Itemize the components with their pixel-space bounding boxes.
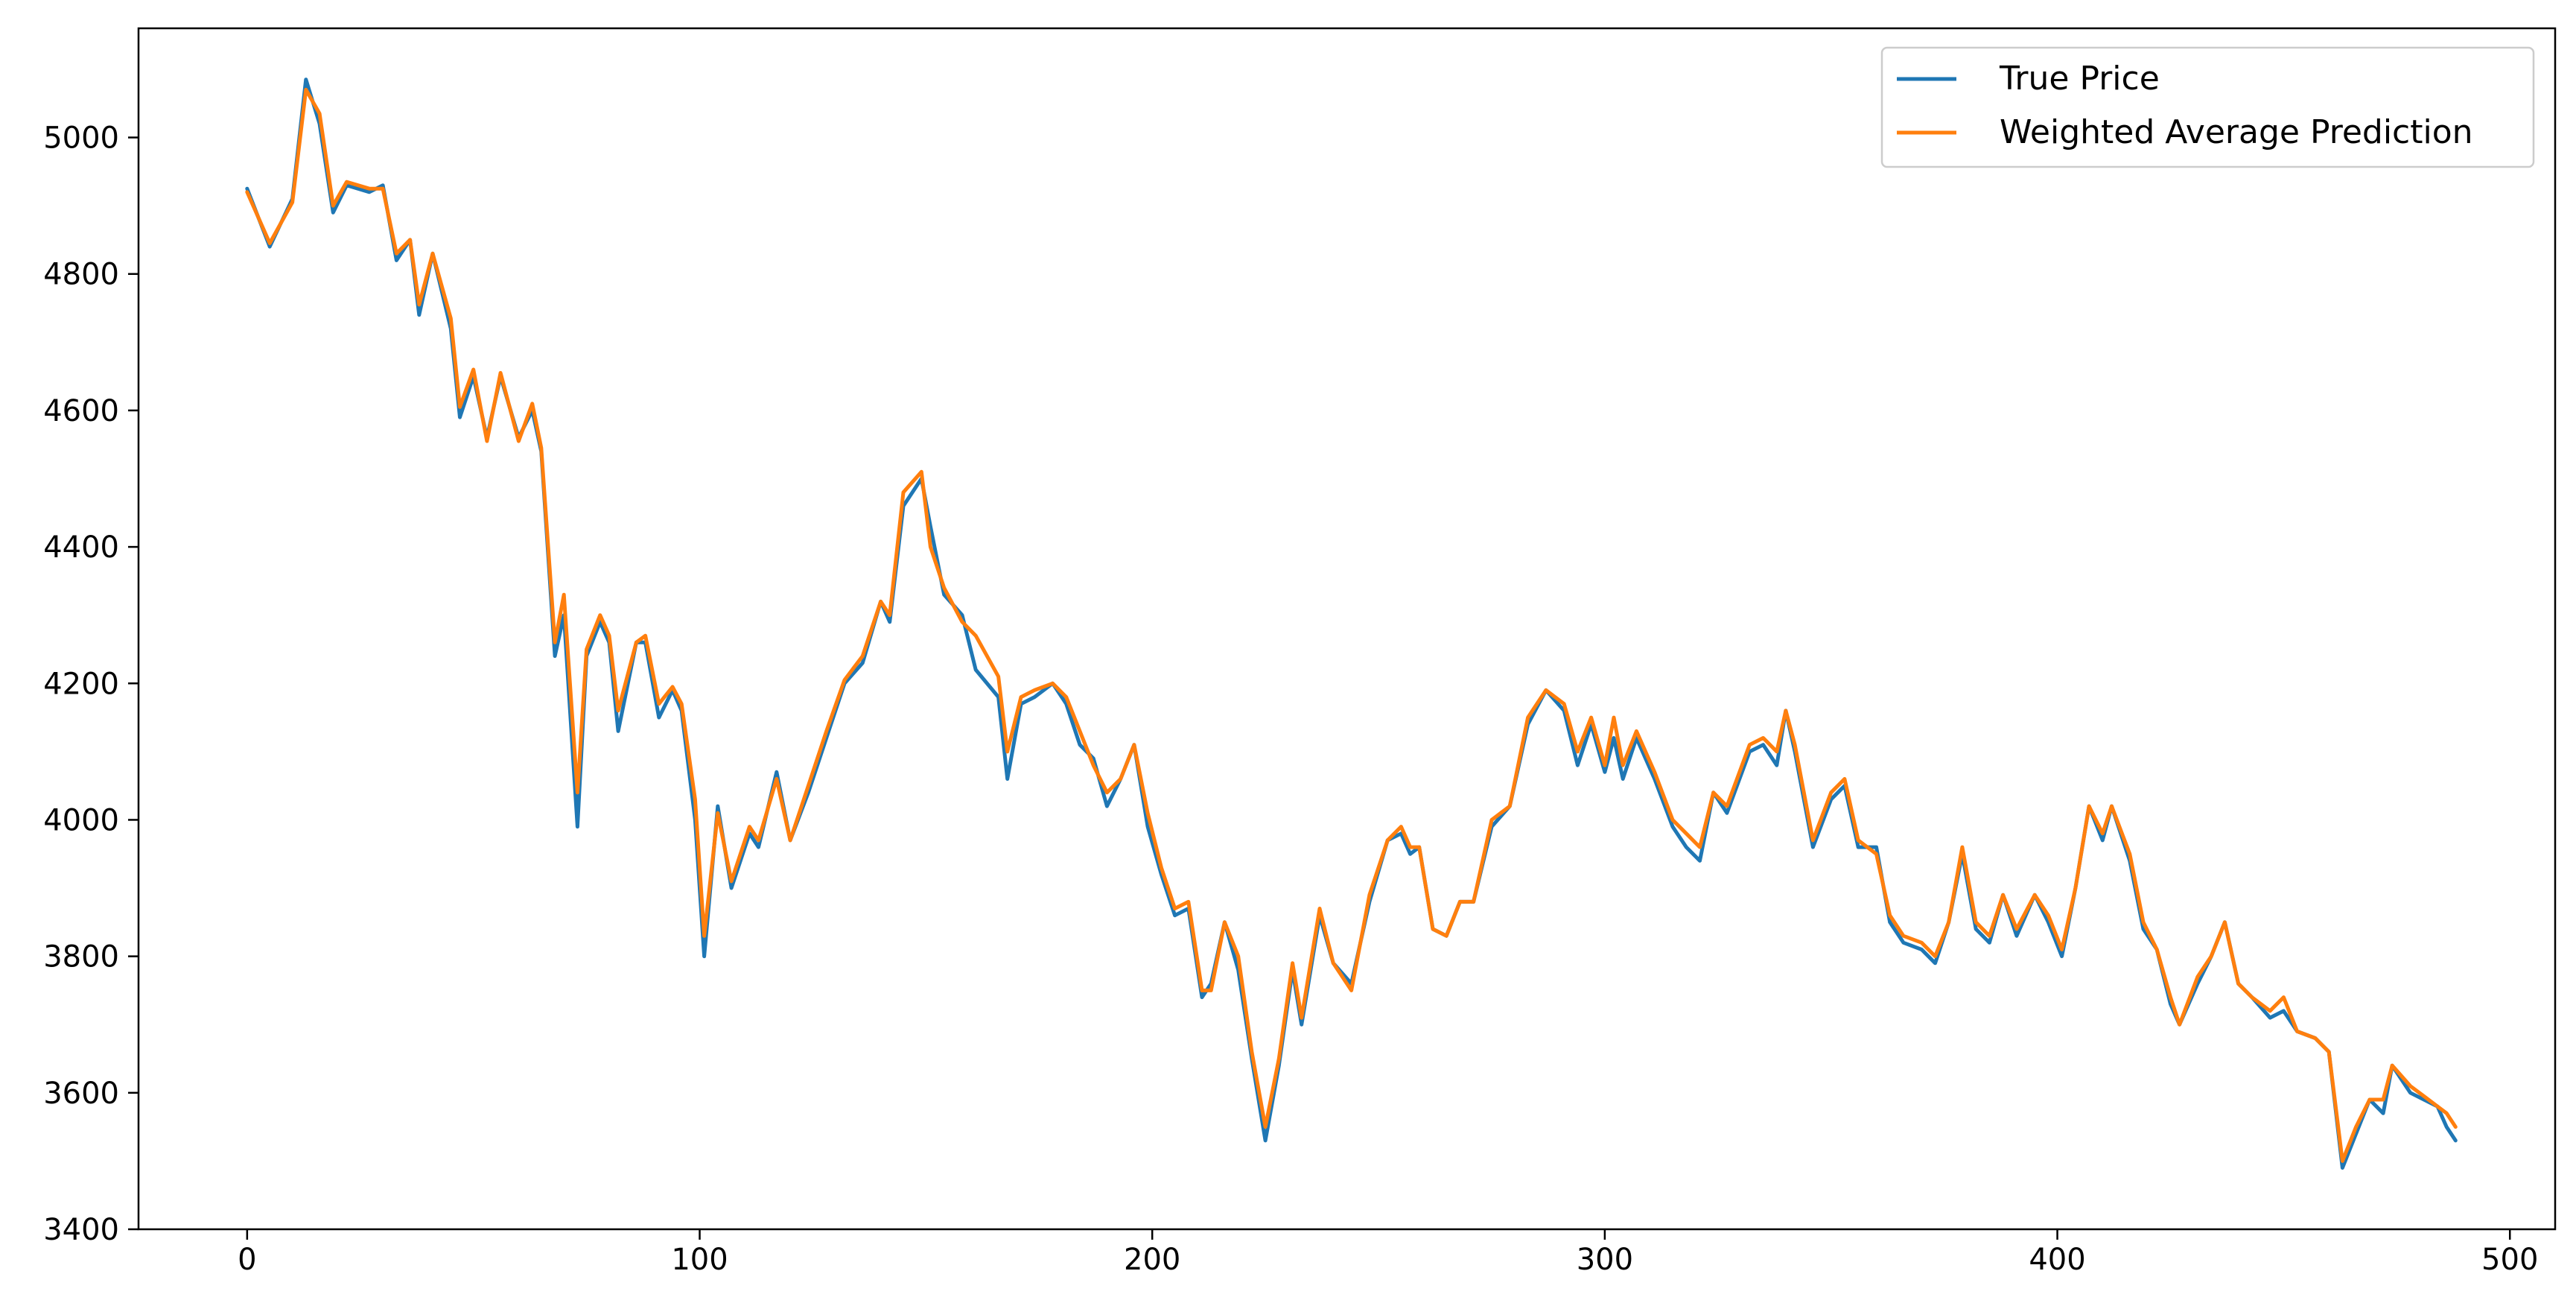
x-tick-label: 100: [671, 1243, 728, 1277]
y-axis: 3400 3600 3800 4000 4200 4400 4600 4800 5000: [43, 121, 139, 1247]
legend-label-1: True Price: [1999, 60, 2160, 98]
y-tick-label: 4000: [43, 803, 119, 837]
y-tick-label: 4600: [43, 394, 119, 428]
y-tick-label: 4200: [43, 667, 119, 701]
legend-box: [1880, 46, 2535, 168]
y-tick-label: 3400: [43, 1213, 119, 1247]
legend-label-2: Weighted Average Prediction: [2000, 113, 2473, 151]
legend: True Price Weighted Average Prediction: [1880, 46, 2535, 168]
x-tick-label: 0: [238, 1243, 256, 1277]
y-tick-label: 3600: [43, 1077, 119, 1111]
x-axis: 0 100 200 300 400 500: [238, 1229, 2538, 1277]
series-layer: [245, 77, 2458, 1170]
x-tick-label: 500: [2481, 1243, 2538, 1277]
y-tick-label: 4400: [43, 530, 119, 565]
y-tick-label: 5000: [43, 121, 119, 156]
y-tick-label: 4800: [43, 258, 119, 292]
x-tick-label: 200: [1124, 1243, 1180, 1277]
x-tick-label: 400: [2029, 1243, 2085, 1277]
x-tick-label: 300: [1577, 1243, 1633, 1277]
y-tick-label: 3800: [43, 940, 119, 974]
plot-area-frame: [137, 27, 2557, 1231]
series-line-2: [245, 87, 2458, 1163]
